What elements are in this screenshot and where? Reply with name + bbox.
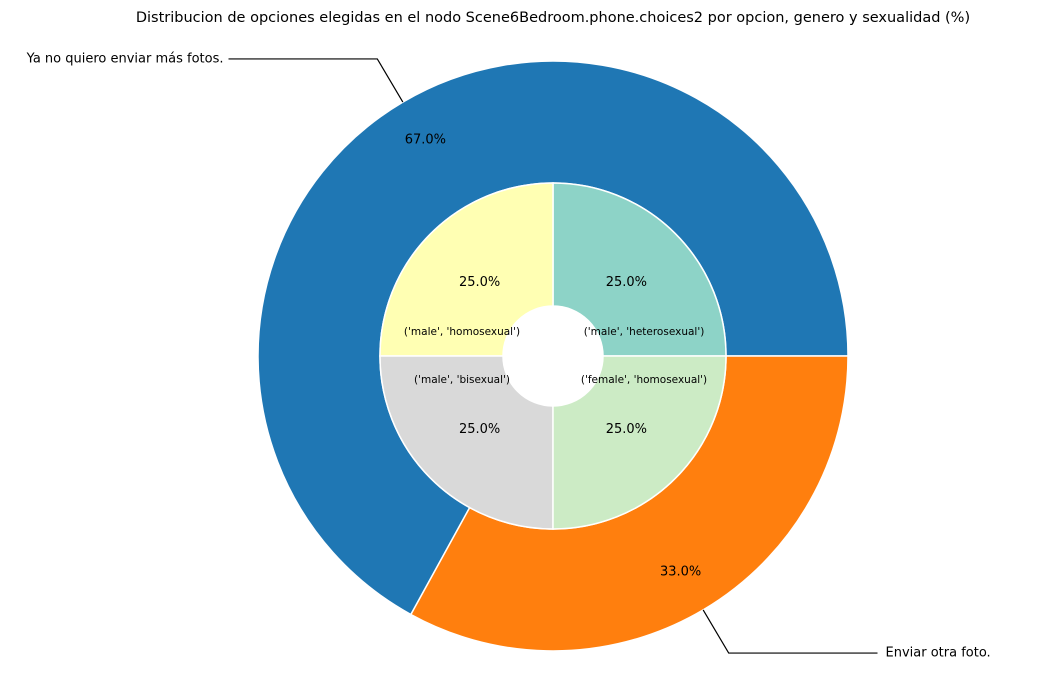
outer-annotation-ya-no-quiero-enviar-m-s-fotos: Ya no quiero enviar más fotos. <box>26 51 224 66</box>
annotation-leader-line <box>228 58 404 103</box>
inner-slice-female-homosexual <box>552 355 727 530</box>
inner-pct-label: 25.0% <box>606 422 647 437</box>
inner-pct-label: 25.0% <box>459 422 500 437</box>
chart-title: Distribucion de opciones elegidas en el … <box>136 10 970 26</box>
outer-pct-label: 67.0% <box>405 133 446 148</box>
inner-pct-label: 25.0% <box>606 275 647 290</box>
inner-slice-male-bisexual <box>379 355 554 530</box>
inner-category-label: ('male', 'heterosexual') <box>584 326 705 338</box>
inner-category-label: ('male', 'homosexual') <box>404 326 520 338</box>
outer-pct-label: 33.0% <box>660 564 701 579</box>
outer-annotation-enviar-otra-foto: Enviar otra foto. <box>886 646 991 661</box>
annotation-leader-line <box>702 609 878 654</box>
outer-ring <box>257 60 849 652</box>
inner-slice-male-homosexual <box>379 182 554 357</box>
inner-ring <box>379 182 727 530</box>
inner-pct-label: 25.0% <box>459 275 500 290</box>
inner-slice-male-heterosexual <box>552 182 727 357</box>
inner-category-label: ('female', 'homosexual') <box>581 374 707 386</box>
inner-category-label: ('male', 'bisexual') <box>414 374 510 386</box>
chart-labels: 67.0% Ya no quiero enviar más fotos. 33.0%… <box>26 51 991 660</box>
